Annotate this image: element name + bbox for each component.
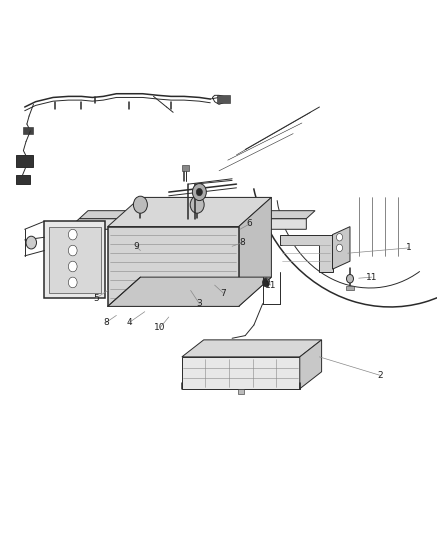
Polygon shape (49, 227, 101, 293)
Polygon shape (108, 277, 272, 306)
Circle shape (68, 229, 77, 240)
Polygon shape (217, 95, 230, 103)
Polygon shape (23, 127, 33, 134)
Circle shape (336, 233, 343, 241)
Text: 1: 1 (406, 244, 412, 253)
Text: 11: 11 (366, 273, 378, 281)
Text: 4: 4 (127, 318, 132, 327)
Text: 8: 8 (240, 238, 245, 247)
Text: 9: 9 (133, 242, 139, 251)
Polygon shape (346, 286, 354, 290)
Circle shape (336, 244, 343, 252)
Polygon shape (182, 340, 321, 357)
Circle shape (68, 277, 77, 288)
Polygon shape (16, 175, 30, 184)
Circle shape (68, 261, 77, 272)
Polygon shape (108, 197, 272, 227)
Circle shape (346, 274, 353, 283)
Polygon shape (280, 235, 332, 272)
Polygon shape (108, 227, 239, 306)
Text: 6: 6 (247, 220, 252, 229)
Circle shape (134, 196, 148, 213)
Circle shape (26, 236, 36, 249)
Polygon shape (238, 389, 244, 394)
Text: 2: 2 (378, 371, 383, 380)
Text: 7: 7 (220, 288, 226, 297)
Circle shape (192, 183, 206, 200)
Polygon shape (182, 357, 300, 389)
Polygon shape (182, 165, 189, 171)
Polygon shape (44, 221, 106, 298)
Text: 11: 11 (265, 280, 276, 289)
Polygon shape (71, 219, 306, 237)
Text: 3: 3 (197, 299, 202, 308)
Polygon shape (239, 197, 272, 306)
Polygon shape (79, 211, 315, 219)
Text: 10: 10 (154, 323, 166, 332)
Circle shape (190, 196, 204, 213)
Circle shape (68, 245, 77, 256)
Polygon shape (16, 155, 33, 166)
Text: 8: 8 (103, 318, 109, 327)
Polygon shape (332, 227, 350, 269)
Text: 5: 5 (93, 294, 99, 303)
Polygon shape (300, 340, 321, 389)
Circle shape (263, 278, 270, 287)
Circle shape (196, 188, 202, 196)
